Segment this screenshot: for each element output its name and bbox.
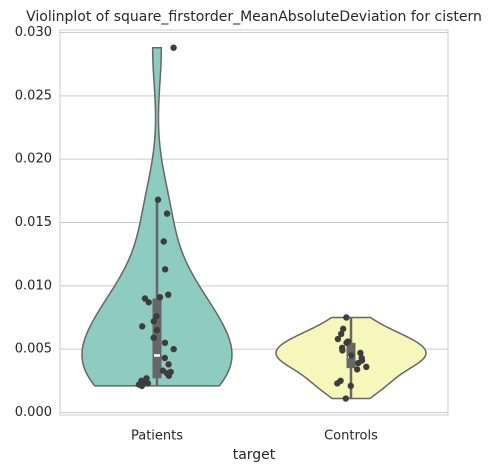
- y-tick-label: 0.030: [15, 25, 52, 40]
- strip-point: [161, 339, 169, 347]
- strip-point: [337, 330, 345, 338]
- y-tick-label: 0.000: [15, 405, 52, 420]
- strip-point: [150, 318, 157, 325]
- strip-point: [343, 314, 350, 321]
- strip-point: [154, 196, 162, 203]
- strip-point: [138, 382, 146, 390]
- strip-point: [156, 294, 164, 301]
- strip-point: [145, 299, 152, 306]
- x-tick-label: Patients: [131, 429, 183, 444]
- strip-point: [165, 372, 173, 379]
- y-tick-label: 0.010: [15, 278, 52, 293]
- y-tick-label: 0.020: [15, 152, 52, 167]
- strip-point: [139, 323, 146, 330]
- strip-point: [144, 380, 152, 387]
- y-tick-label: 0.015: [15, 215, 52, 230]
- strip-point: [347, 382, 354, 390]
- strip-point: [153, 313, 160, 320]
- strip-point: [163, 210, 171, 217]
- strip-point: [153, 326, 161, 334]
- strip-point: [342, 395, 349, 402]
- box: [152, 298, 162, 379]
- strip-point: [150, 334, 157, 341]
- strip-point: [165, 291, 172, 298]
- strip-point: [339, 347, 346, 354]
- strip-point: [161, 266, 169, 273]
- strip-point: [170, 345, 177, 353]
- x-axis-label: target: [233, 447, 276, 463]
- chart-title: Violinplot of square_firstorder_MeanAbso…: [26, 9, 482, 25]
- strip-point: [334, 380, 341, 387]
- strip-point: [357, 349, 364, 357]
- strip-point: [339, 325, 347, 333]
- x-tick-label: Controls: [324, 429, 378, 444]
- strip-point: [160, 238, 167, 245]
- strip-point: [348, 352, 355, 359]
- strip-point: [165, 361, 172, 368]
- strip-point: [355, 359, 362, 367]
- strip-point: [170, 44, 177, 51]
- strip-point: [343, 339, 350, 347]
- strip-point: [334, 335, 342, 343]
- strip-point: [363, 363, 370, 371]
- strip-point: [353, 366, 361, 373]
- strip-point: [161, 354, 169, 362]
- y-tick-label: 0.005: [15, 342, 52, 357]
- y-tick-label: 0.025: [15, 88, 52, 103]
